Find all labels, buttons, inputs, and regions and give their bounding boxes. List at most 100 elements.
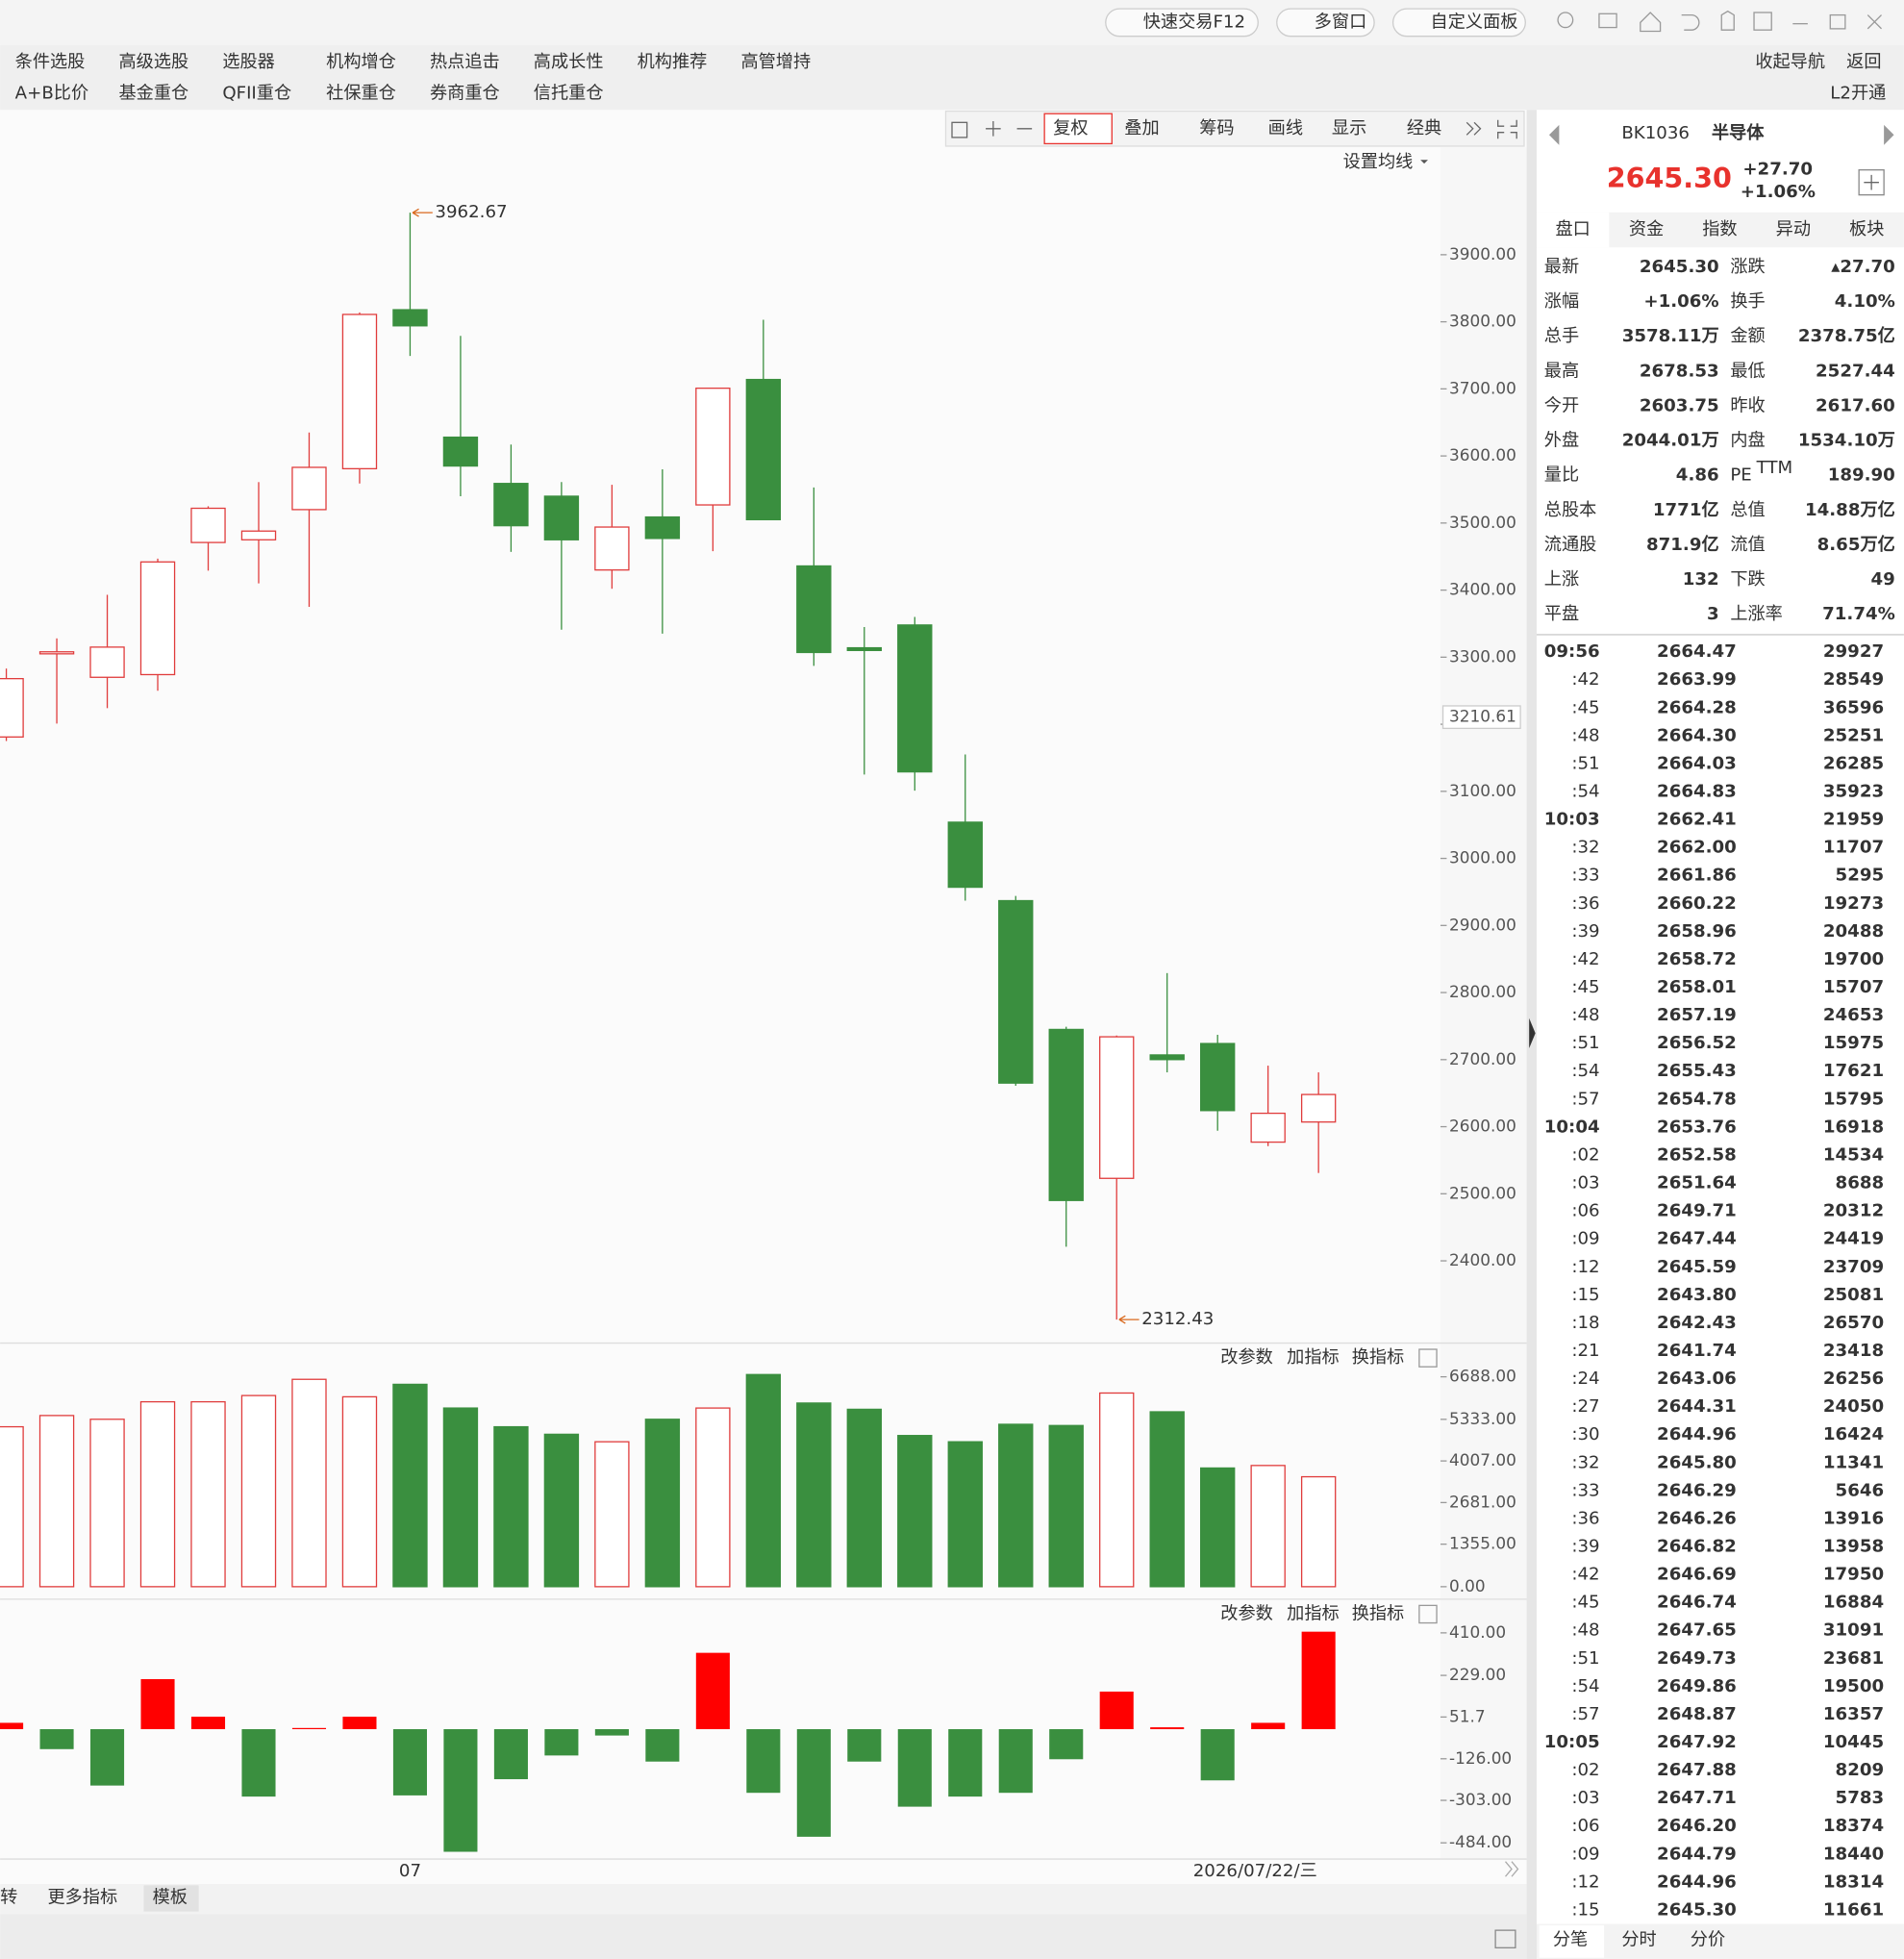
add-button[interactable] xyxy=(1858,169,1885,196)
indicator-button[interactable]: 换指标 xyxy=(1352,1347,1405,1368)
toolbar-button-label[interactable]: 自定义面板 xyxy=(1431,12,1518,32)
menu-item[interactable]: 高级选股 xyxy=(118,52,188,72)
indicator-button[interactable]: 改参数 xyxy=(1220,1603,1273,1623)
l2-link[interactable]: L2开通 xyxy=(1830,83,1886,103)
menu-item[interactable]: 机构增仓 xyxy=(326,52,396,72)
indicator-button[interactable]: 换指标 xyxy=(1352,1603,1405,1623)
active-button[interactable] xyxy=(1043,113,1113,145)
menu-item[interactable]: 收起导航 xyxy=(1755,52,1825,72)
chart-tool[interactable]: 经典 xyxy=(1407,118,1441,138)
quote-tab[interactable]: 盘口 xyxy=(1555,219,1590,239)
tick-time: :51 xyxy=(1571,1648,1599,1669)
tick-price: 2646.74 xyxy=(1657,1593,1737,1613)
quote-label: 昨收 xyxy=(1730,395,1765,415)
tick-time: :09 xyxy=(1571,1844,1599,1864)
indicator-tab[interactable]: 模板 xyxy=(153,1887,188,1907)
active-tab[interactable] xyxy=(1539,1924,1605,1958)
close-indicator[interactable] xyxy=(1418,1604,1438,1624)
candle-body xyxy=(392,309,428,327)
tick-time: :03 xyxy=(1571,1173,1599,1193)
menu-item[interactable]: 基金重仓 xyxy=(118,83,188,103)
macd-bar xyxy=(1301,1631,1336,1730)
active-tab[interactable] xyxy=(143,1885,199,1912)
menu-item[interactable]: QFII重仓 xyxy=(222,83,291,103)
chart-tool[interactable]: 画线 xyxy=(1268,118,1303,138)
indicator-tab[interactable]: 更多指标 xyxy=(47,1887,117,1907)
tick-volume: 13958 xyxy=(1823,1537,1884,1557)
macd-bar xyxy=(544,1729,579,1756)
quote-tab[interactable]: 异动 xyxy=(1776,219,1811,239)
indicator-tab[interactable]: 转 xyxy=(0,1887,17,1907)
menu-item[interactable]: 返回 xyxy=(1846,52,1881,72)
menu-item[interactable]: 信托重仓 xyxy=(534,83,604,103)
quote-label: 上涨率 xyxy=(1730,604,1783,624)
macd-bar xyxy=(443,1729,478,1852)
chart-tool[interactable]: 复权 xyxy=(1053,118,1088,138)
quote-tab[interactable]: 指数 xyxy=(1702,219,1737,239)
candle-body xyxy=(543,495,580,540)
quote-value: 871.9亿 xyxy=(1646,534,1719,555)
volume-bar xyxy=(695,1407,731,1588)
close-indicator[interactable] xyxy=(1418,1348,1438,1368)
y-tick-label: 3000.00 xyxy=(1449,848,1516,867)
tick-volume: 24653 xyxy=(1823,1005,1884,1025)
candle-body xyxy=(594,526,630,571)
tick-tab[interactable]: 分价 xyxy=(1691,1930,1725,1950)
candle-body xyxy=(644,515,681,540)
volume-bar xyxy=(998,1423,1034,1588)
chart-tool[interactable]: 叠加 xyxy=(1124,118,1159,138)
toolbar-button-label[interactable]: 多窗口 xyxy=(1315,12,1367,32)
chart-tool[interactable]: 筹码 xyxy=(1199,118,1234,138)
menu-item[interactable]: 券商重仓 xyxy=(430,83,500,103)
menu-item[interactable]: 选股器 xyxy=(222,52,275,72)
tick-time: :51 xyxy=(1571,1033,1599,1053)
candle-body xyxy=(1200,1042,1236,1112)
toolbar-button[interactable] xyxy=(1105,8,1259,38)
menu-item[interactable]: A+B比价 xyxy=(15,83,88,103)
toolbar-button[interactable] xyxy=(1276,8,1375,38)
menu-item[interactable]: 热点追击 xyxy=(430,52,500,72)
quote-value: 1771亿 xyxy=(1653,499,1719,520)
x-tick-label: 07 xyxy=(399,1861,421,1881)
macd-bar xyxy=(190,1717,226,1730)
prev-arrow[interactable] xyxy=(1548,124,1560,145)
tick-time: :02 xyxy=(1571,1144,1599,1165)
export-icon[interactable] xyxy=(1494,1929,1516,1948)
menu-item[interactable]: 高成长性 xyxy=(534,52,604,72)
quote-tab[interactable]: 板块 xyxy=(1849,219,1884,239)
date-label: 2026/07/22/三 xyxy=(1193,1861,1317,1881)
indicator-button[interactable]: 加指标 xyxy=(1287,1603,1340,1623)
volume-bar xyxy=(846,1408,882,1588)
ma-setting[interactable]: 设置均线 xyxy=(1343,152,1414,172)
next-arrow[interactable] xyxy=(1884,124,1894,145)
tick-volume: 11707 xyxy=(1823,838,1884,858)
tick-price: 2664.03 xyxy=(1657,753,1737,773)
quote-label: 最高 xyxy=(1544,361,1579,381)
tick-time: :15 xyxy=(1571,1899,1599,1920)
chart-tool[interactable]: 显示 xyxy=(1332,118,1366,138)
scroll-icon[interactable] xyxy=(1505,1861,1519,1877)
last-price: 2645.30 xyxy=(1607,162,1732,194)
macd-bar xyxy=(291,1727,327,1730)
tick-tab[interactable]: 分笔 xyxy=(1553,1930,1588,1950)
tick-time: 10:04 xyxy=(1544,1117,1600,1137)
toolbar-button-label[interactable]: 快速交易F12 xyxy=(1143,12,1245,32)
toolbar-button[interactable] xyxy=(1391,8,1526,38)
active-tab[interactable] xyxy=(1536,212,1610,248)
cursor-box xyxy=(1441,705,1521,730)
plus-icon xyxy=(1864,174,1879,190)
menu-item[interactable]: 机构推荐 xyxy=(638,52,708,72)
indicator-button[interactable]: 改参数 xyxy=(1220,1347,1273,1368)
tick-time: :42 xyxy=(1571,669,1599,690)
menu-item[interactable]: 高管增持 xyxy=(740,52,811,72)
macd-bar xyxy=(1049,1729,1084,1760)
quote-tab[interactable]: 资金 xyxy=(1629,219,1664,239)
menu-item[interactable]: 社保重仓 xyxy=(326,83,396,103)
menu-item[interactable]: 条件选股 xyxy=(15,52,86,72)
tick-tab[interactable]: 分时 xyxy=(1621,1930,1656,1950)
indicator-button[interactable]: 加指标 xyxy=(1287,1347,1340,1368)
collapse-arrow[interactable] xyxy=(1529,1017,1536,1048)
tick-price: 2657.19 xyxy=(1657,1005,1737,1025)
tick-time: :39 xyxy=(1571,1537,1599,1557)
